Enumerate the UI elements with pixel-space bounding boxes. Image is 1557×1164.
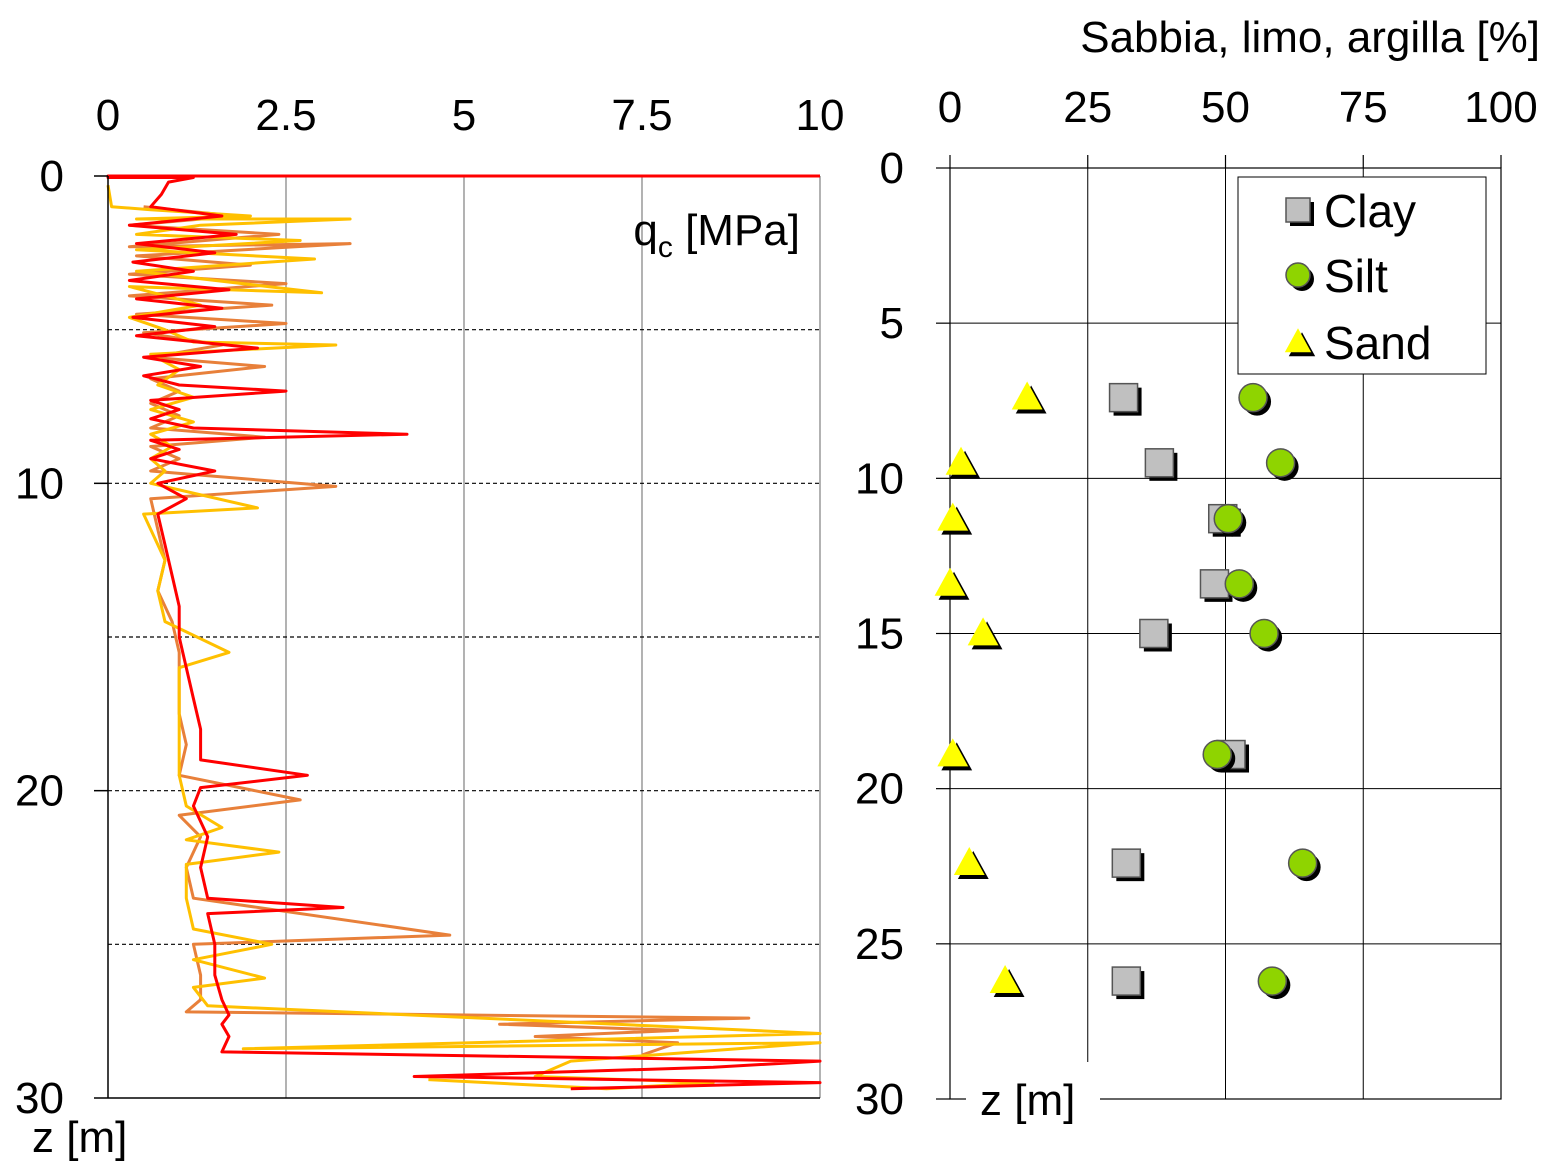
grain-y-tick-label: 15 — [855, 610, 904, 659]
legend-label-sand: Sand — [1324, 317, 1431, 369]
marker-sand — [967, 617, 1003, 650]
cpt-series-line — [106, 184, 822, 1091]
legend-box — [1237, 176, 1487, 375]
grain-y-ticks: 0 5 10 15 20 25 30 — [855, 144, 950, 1124]
cpt-x-tick-label: 5 — [452, 91, 476, 140]
grain-ylabel-bg — [966, 1062, 1100, 1120]
legend-marker-sand — [1284, 328, 1316, 357]
marker-silt — [1202, 739, 1236, 773]
grain-ylabel: z [m] — [980, 1076, 1075, 1125]
cpt-grid — [108, 176, 821, 1098]
legend-marker-clay — [1285, 197, 1314, 226]
marker-silt — [1213, 503, 1247, 537]
marker-silt — [1287, 848, 1321, 882]
marker-clay — [1108, 382, 1142, 416]
marker-silt — [1249, 618, 1283, 652]
cpt-y-tick-label: 30 — [15, 1074, 64, 1123]
grain-x-tick-label: 50 — [1201, 83, 1250, 132]
marker-clay — [1111, 966, 1145, 1000]
cpt-chart: 0 2.5 5 7.5 10 0 10 20 30 qc [MPa] z [m] — [15, 91, 844, 1162]
cpt-y-tick-label: 20 — [15, 767, 64, 816]
cpt-y-tick-label: 10 — [15, 459, 64, 508]
cpt-x-tick-label: 7.5 — [611, 91, 672, 140]
grain-y-tick-label: 25 — [855, 920, 904, 969]
cpt-lines — [106, 174, 822, 1091]
grain-x-tick-label: 0 — [938, 83, 962, 132]
marker-silt — [1238, 382, 1272, 416]
legend-label-clay: Clay — [1324, 185, 1416, 237]
grain-y-tick-label: 0 — [880, 144, 904, 193]
cpt-series-line — [127, 205, 751, 1057]
marker-sand — [1011, 381, 1047, 414]
grain-x-ticks: 0 25 50 75 100 — [938, 83, 1538, 168]
grain-markers — [934, 381, 1321, 1000]
grain-y-tick-label: 20 — [855, 765, 904, 814]
grain-legend: Clay Silt Sand — [1237, 176, 1487, 375]
cpt-x-tick-label: 10 — [796, 91, 845, 140]
marker-sand — [989, 964, 1025, 997]
marker-clay — [1111, 848, 1145, 882]
marker-clay — [1144, 448, 1178, 481]
legend-label-silt: Silt — [1324, 250, 1388, 302]
marker-sand — [945, 446, 981, 479]
cpt-x-tick-label: 2.5 — [255, 91, 316, 140]
grain-y-tick-label: 30 — [855, 1075, 904, 1124]
marker-sand — [953, 847, 989, 880]
marker-clay — [1139, 618, 1172, 652]
grain-x-tick-label: 100 — [1464, 83, 1537, 132]
grain-title: Sabbia, limo, argilla [%] — [1080, 13, 1540, 62]
cpt-series-line — [106, 174, 822, 1091]
cpt-ylabel: z [m] — [32, 1113, 127, 1162]
marker-sand — [937, 502, 973, 535]
legend-marker-silt — [1285, 262, 1314, 291]
grain-chart: 0 25 50 75 100 0 5 10 15 20 25 30 z [m] Sabbia, li… — [855, 13, 1540, 1125]
grain-x-tick-label: 25 — [1063, 83, 1112, 132]
marker-sand — [937, 738, 973, 771]
cpt-y-tick-label: 0 — [40, 152, 64, 201]
grain-y-tick-label: 5 — [880, 299, 904, 348]
marker-silt — [1257, 966, 1291, 1000]
cpt-x-ticks: 0 2.5 5 7.5 10 — [96, 91, 845, 140]
grain-x-tick-label: 75 — [1339, 83, 1388, 132]
marker-silt — [1265, 448, 1299, 481]
marker-silt — [1224, 569, 1258, 602]
cpt-series-label: qc [MPa] — [633, 206, 800, 264]
cpt-y-ticks: 0 10 20 30 — [15, 152, 108, 1123]
grain-y-tick-label: 10 — [855, 454, 904, 503]
cpt-x-tick-label: 0 — [96, 91, 120, 140]
marker-sand — [934, 567, 970, 600]
